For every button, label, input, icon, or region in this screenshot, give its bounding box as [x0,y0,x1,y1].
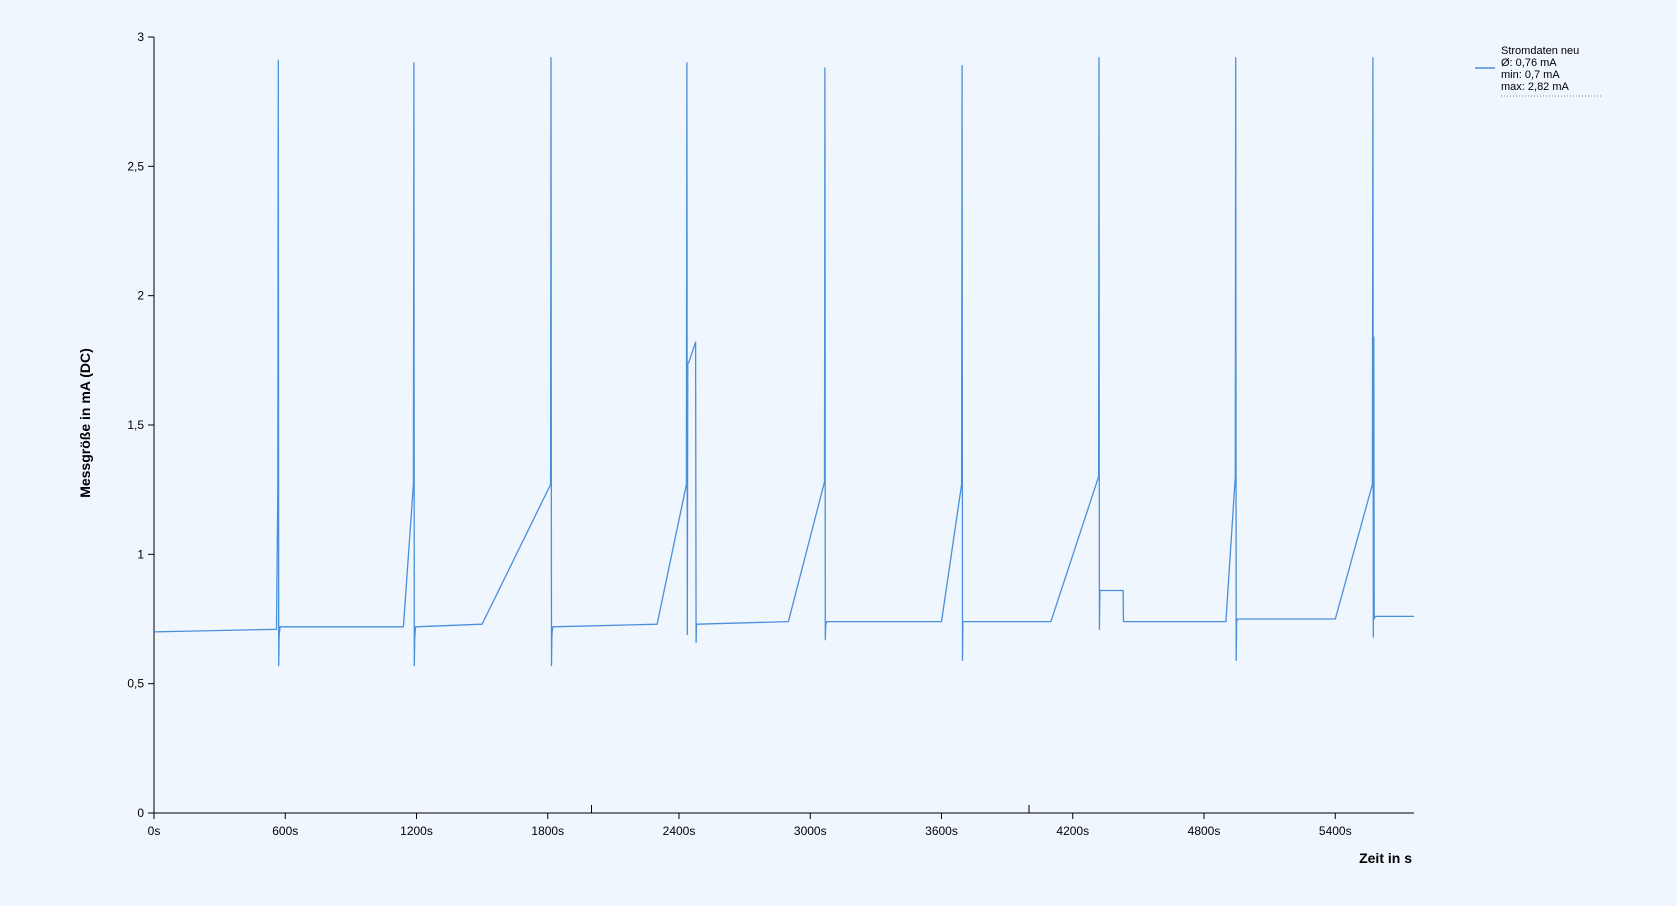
series-line-1 [153,57,1414,667]
x-tick-label: 3600s [925,824,958,838]
x-tick-label: 5400s [1319,824,1352,838]
x-tick-label: 4800s [1188,824,1221,838]
legend-stat-line: Ø: 0,76 mA [1501,57,1557,69]
legend-stat-line: max: 2,82 mA [1501,81,1570,93]
x-tick-label: 2400s [663,824,696,838]
y-tick-label: 2,5 [127,159,144,173]
y-tick-label: 3 [137,30,144,44]
y-tick-label: 2 [137,289,144,303]
x-tick-label: 4200s [1056,824,1089,838]
y-tick-label: 0,5 [127,677,144,691]
y-tick-label: 1,5 [127,418,144,432]
y-tick-label: 1 [137,547,144,561]
x-tick-label: 0s [148,824,161,838]
x-tick-label: 1800s [531,824,564,838]
x-tick-label: 3000s [794,824,827,838]
x-tick-label: 600s [272,824,298,838]
legend-stat-line: min: 0,7 mA [1501,69,1560,81]
y-axis-title: Messgröße in mA (DC) [77,348,93,498]
x-tick-label: 1200s [400,824,433,838]
legend-series-name: Stromdaten neu [1501,45,1579,57]
x-axis-title: Zeit in s [1359,850,1412,866]
y-tick-label: 0 [137,806,144,820]
